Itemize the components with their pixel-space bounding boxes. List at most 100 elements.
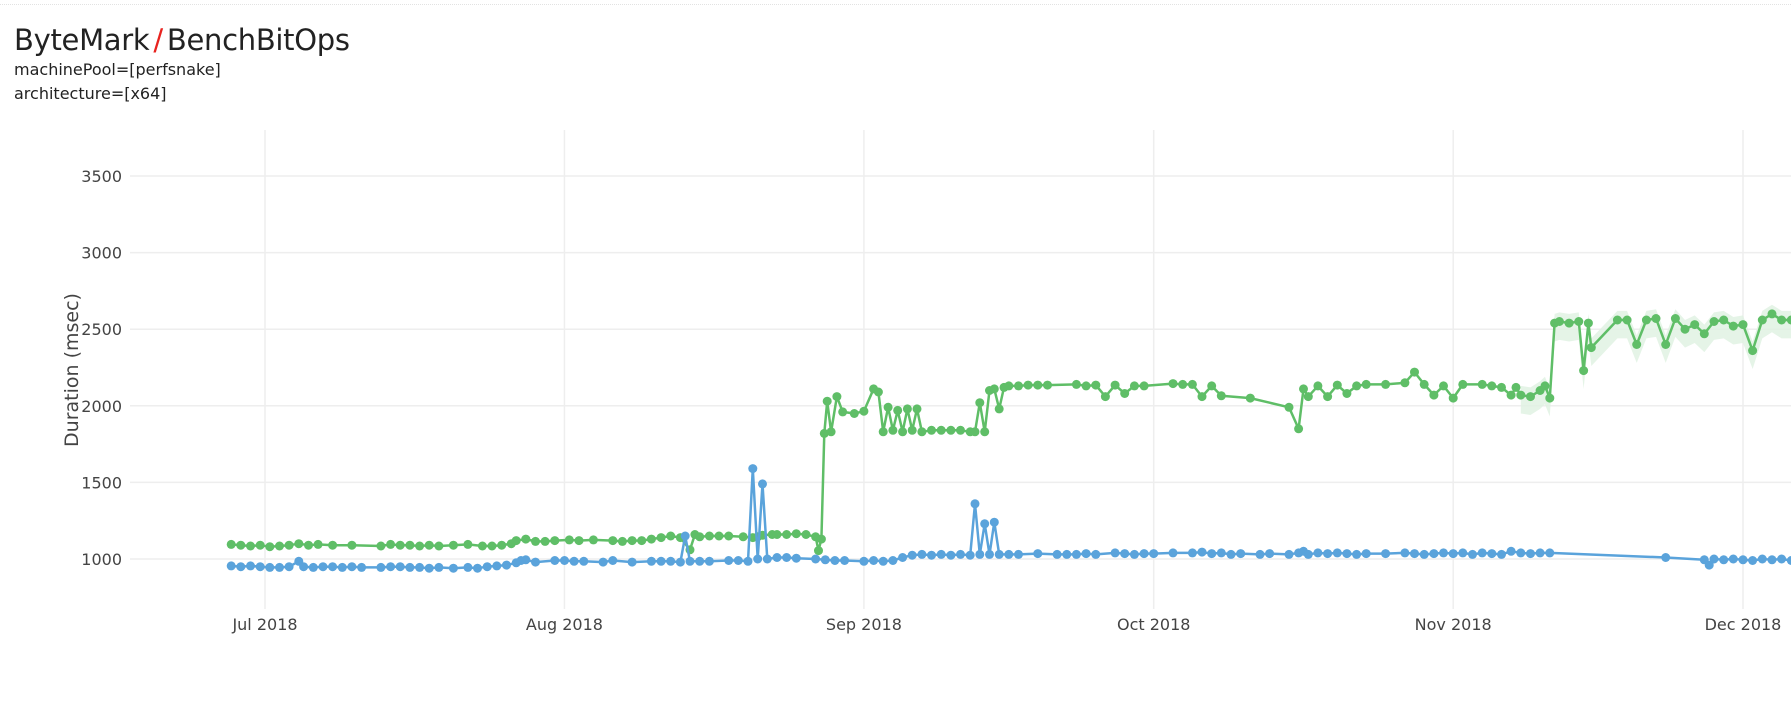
data-point[interactable] — [511, 536, 521, 546]
green-series[interactable] — [226, 304, 1791, 556]
data-point[interactable] — [980, 519, 990, 529]
data-point[interactable] — [1506, 546, 1516, 556]
data-point[interactable] — [1129, 381, 1139, 391]
data-point[interactable] — [579, 556, 589, 566]
data-point[interactable] — [463, 539, 473, 549]
data-point[interactable] — [588, 535, 598, 545]
data-point[interactable] — [840, 556, 850, 565]
data-point[interactable] — [284, 540, 294, 550]
data-point[interactable] — [357, 562, 367, 572]
data-point[interactable] — [477, 541, 487, 551]
data-point[interactable] — [1439, 548, 1448, 558]
data-point[interactable] — [912, 404, 922, 414]
data-point[interactable] — [1429, 390, 1439, 400]
data-point[interactable] — [733, 556, 743, 565]
data-point[interactable] — [337, 562, 347, 572]
data-point[interactable] — [424, 563, 434, 573]
data-point[interactable] — [487, 541, 497, 551]
data-point[interactable] — [1197, 547, 1207, 557]
data-point[interactable] — [1110, 548, 1120, 558]
data-point[interactable] — [859, 406, 869, 416]
data-point[interactable] — [1313, 381, 1323, 391]
data-point[interactable] — [1786, 556, 1791, 565]
data-point[interactable] — [1709, 317, 1719, 326]
data-point[interactable] — [1429, 549, 1439, 559]
data-point[interactable] — [956, 549, 965, 559]
data-point[interactable] — [482, 562, 492, 572]
data-point[interactable] — [1361, 379, 1371, 389]
data-point[interactable] — [758, 479, 767, 489]
data-point[interactable] — [1641, 315, 1651, 325]
data-point[interactable] — [772, 530, 782, 539]
data-point[interactable] — [1100, 392, 1110, 402]
data-point[interactable] — [502, 560, 511, 570]
data-point[interactable] — [608, 536, 618, 546]
data-point[interactable] — [878, 556, 888, 566]
data-point[interactable] — [1120, 389, 1130, 398]
data-point[interactable] — [1458, 379, 1468, 389]
data-point[interactable] — [1458, 548, 1468, 558]
data-point[interactable] — [395, 540, 405, 550]
data-point[interactable] — [704, 556, 714, 566]
data-point[interactable] — [1313, 548, 1323, 558]
data-point[interactable] — [927, 550, 936, 560]
data-point[interactable] — [1651, 314, 1661, 323]
data-point[interactable] — [1178, 379, 1188, 389]
data-point[interactable] — [434, 562, 444, 572]
data-point[interactable] — [569, 556, 579, 566]
data-point[interactable] — [463, 562, 473, 572]
data-point[interactable] — [521, 534, 531, 544]
data-point[interactable] — [888, 556, 898, 565]
data-point[interactable] — [1690, 320, 1700, 330]
data-point[interactable] — [743, 556, 753, 566]
data-point[interactable] — [994, 549, 1004, 559]
data-point[interactable] — [1352, 549, 1362, 559]
data-point[interactable] — [304, 540, 313, 550]
data-point[interactable] — [656, 533, 666, 543]
data-point[interactable] — [1284, 549, 1294, 559]
data-point[interactable] — [1719, 315, 1729, 325]
data-point[interactable] — [1767, 309, 1777, 319]
data-point[interactable] — [907, 425, 917, 435]
data-point[interactable] — [1381, 549, 1391, 559]
data-point[interactable] — [1661, 553, 1671, 562]
data-point[interactable] — [1767, 555, 1777, 565]
data-point[interactable] — [347, 540, 357, 550]
data-point[interactable] — [1071, 379, 1081, 389]
data-point[interactable] — [936, 549, 946, 559]
data-point[interactable] — [1579, 366, 1589, 376]
data-point[interactable] — [902, 404, 912, 414]
data-point[interactable] — [386, 539, 396, 549]
data-point[interactable] — [540, 536, 550, 546]
data-point[interactable] — [1777, 554, 1787, 564]
data-point[interactable] — [265, 542, 275, 552]
data-point[interactable] — [946, 425, 956, 435]
data-point[interactable] — [560, 556, 569, 565]
data-point[interactable] — [1586, 343, 1596, 353]
data-point[interactable] — [1468, 549, 1477, 559]
data-point[interactable] — [1680, 324, 1690, 334]
data-point[interactable] — [1400, 378, 1410, 388]
data-point[interactable] — [970, 427, 980, 437]
data-point[interactable] — [819, 428, 829, 438]
data-point[interactable] — [838, 407, 848, 417]
data-point[interactable] — [917, 427, 927, 437]
data-point[interactable] — [1004, 381, 1014, 391]
data-point[interactable] — [1477, 379, 1487, 389]
data-point[interactable] — [695, 532, 705, 542]
data-point[interactable] — [1516, 390, 1526, 400]
data-point[interactable] — [646, 556, 656, 566]
data-point[interactable] — [1071, 549, 1081, 559]
data-point[interactable] — [1303, 392, 1313, 402]
data-point[interactable] — [791, 529, 801, 539]
data-point[interactable] — [415, 541, 425, 551]
data-point[interactable] — [1245, 393, 1255, 403]
data-point[interactable] — [1419, 549, 1429, 559]
data-point[interactable] — [497, 540, 507, 550]
data-point[interactable] — [1497, 382, 1506, 392]
data-point[interactable] — [975, 549, 985, 559]
data-point[interactable] — [772, 553, 782, 562]
data-point[interactable] — [714, 531, 724, 541]
data-point[interactable] — [1748, 556, 1758, 565]
data-point[interactable] — [883, 402, 893, 412]
